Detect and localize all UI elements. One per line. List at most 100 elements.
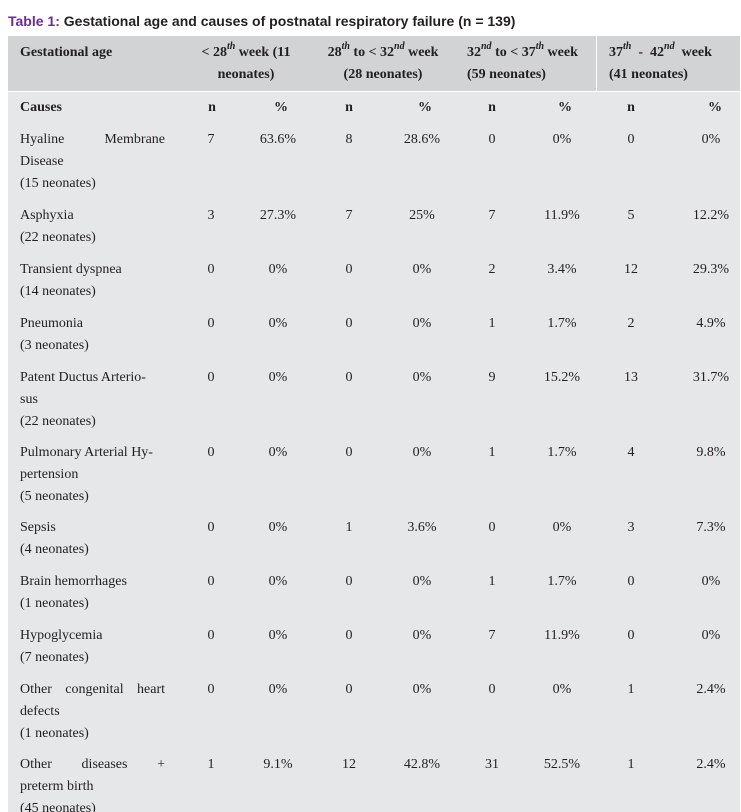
- count-cell: 8: [345, 132, 353, 147]
- cause-label-line: Hyaline Membrane: [20, 132, 165, 147]
- count-cell: 1: [488, 445, 496, 460]
- count-cell: 0: [627, 574, 635, 589]
- count-cell: 1: [207, 757, 215, 772]
- count-cell: 1: [627, 757, 635, 772]
- percent-cell: 9.8%: [696, 445, 726, 460]
- count-cell: 3: [207, 208, 215, 223]
- group-header-1-line1: < 28th week (11: [201, 41, 291, 60]
- percent-cell: 31.7%: [692, 370, 730, 385]
- count-cell: 0: [207, 628, 215, 643]
- count-cell: 0: [488, 132, 496, 147]
- table-label: Table 1:: [8, 13, 60, 29]
- percent-cell: 0%: [412, 445, 432, 460]
- count-cell: 0: [345, 370, 353, 385]
- gestational-age-header: Gestational age: [20, 45, 113, 60]
- percent-cell: 0%: [552, 132, 572, 147]
- cause-label-line: Disease: [20, 154, 64, 169]
- pct-header-4: %: [708, 100, 722, 115]
- percent-cell: 0%: [552, 520, 572, 535]
- percent-cell: 0%: [268, 574, 288, 589]
- percent-cell: 3.6%: [407, 520, 437, 535]
- count-cell: 0: [345, 628, 353, 643]
- cause-label-line: (1 neonates): [20, 726, 89, 741]
- percent-cell: 0%: [701, 628, 721, 643]
- pct-header-2: %: [418, 100, 432, 115]
- percent-cell: 11.9%: [544, 208, 580, 223]
- cause-label-line: (4 neonates): [20, 542, 89, 557]
- count-cell: 7: [345, 208, 353, 223]
- n-header-1: n: [208, 100, 216, 115]
- count-cell: 7: [488, 208, 496, 223]
- cause-label-line: (22 neonates): [20, 230, 96, 245]
- cause-label-line: Other diseases +: [20, 757, 165, 772]
- count-cell: 0: [207, 520, 215, 535]
- percent-cell: 1.7%: [547, 316, 577, 331]
- count-cell: 2: [488, 262, 496, 277]
- percent-cell: 15.2%: [543, 370, 581, 385]
- count-cell: 1: [345, 520, 353, 535]
- count-cell: 4: [627, 445, 635, 460]
- percent-cell: 2.4%: [696, 757, 726, 772]
- count-cell: 0: [207, 682, 215, 697]
- cause-label-line: (1 neonates): [20, 596, 89, 611]
- count-cell: 0: [488, 682, 496, 697]
- percent-cell: 0%: [412, 574, 432, 589]
- cause-label-line: (22 neonates): [20, 414, 96, 429]
- percent-cell: 1.7%: [547, 445, 577, 460]
- percent-cell: 0%: [268, 370, 288, 385]
- pct-header-3: %: [558, 100, 572, 115]
- group-header-4-line2: (41 neonates): [609, 67, 688, 82]
- percent-cell: 11.9%: [544, 628, 580, 643]
- count-cell: 0: [627, 132, 635, 147]
- percent-cell: 0%: [268, 262, 288, 277]
- percent-cell: 0%: [412, 316, 432, 331]
- cause-label-line: preterm birth: [20, 779, 94, 794]
- pct-header-1: %: [274, 100, 288, 115]
- n-header-3: n: [488, 100, 496, 115]
- percent-cell: 0%: [701, 132, 721, 147]
- percent-cell: 0%: [412, 682, 432, 697]
- percent-cell: 1.7%: [547, 574, 577, 589]
- n-header-2: n: [345, 100, 353, 115]
- count-cell: 0: [345, 574, 353, 589]
- percent-cell: 29.3%: [692, 262, 730, 277]
- cause-label-line: Pulmonary Arterial Hy-: [20, 445, 153, 460]
- cause-label-line: Hypoglycemia: [20, 628, 103, 643]
- cause-label-line: defects: [20, 704, 60, 719]
- group-header-3-line2: (59 neonates): [467, 67, 546, 82]
- percent-cell: 25%: [409, 208, 435, 223]
- percent-cell: 0%: [412, 628, 432, 643]
- cause-label-line: Pneumonia: [20, 316, 83, 331]
- percent-cell: 0%: [412, 370, 432, 385]
- cause-label-line: (15 neonates): [20, 176, 96, 191]
- percent-cell: 0%: [268, 628, 288, 643]
- count-cell: 1: [627, 682, 635, 697]
- percent-cell: 63.6%: [259, 132, 297, 147]
- count-cell: 0: [627, 628, 635, 643]
- cause-label-line: (3 neonates): [20, 338, 89, 353]
- percent-cell: 2.4%: [696, 682, 726, 697]
- count-cell: 12: [342, 757, 356, 772]
- cause-label-line: Transient dyspnea: [20, 262, 122, 277]
- cause-label-line: (14 neonates): [20, 284, 96, 299]
- percent-cell: 4.9%: [696, 316, 726, 331]
- cause-label-line: pertension: [20, 467, 79, 482]
- percent-cell: 0%: [268, 445, 288, 460]
- percent-cell: 0%: [701, 574, 721, 589]
- count-cell: 7: [488, 628, 496, 643]
- group-header-4-line1: 37th - 42nd week: [609, 41, 712, 60]
- count-cell: 0: [207, 316, 215, 331]
- percent-cell: 28.6%: [403, 132, 441, 147]
- cause-label-line: Patent Ductus Arterio-: [20, 370, 146, 385]
- group-header-3-line1: 32nd to < 37th week: [467, 41, 578, 60]
- count-cell: 0: [207, 262, 215, 277]
- count-cell: 0: [488, 520, 496, 535]
- cause-label-line: Other congenital heart: [20, 682, 165, 697]
- count-cell: 1: [488, 574, 496, 589]
- percent-cell: 7.3%: [696, 520, 726, 535]
- table-caption: Table 1: Gestational age and causes of p…: [8, 13, 515, 29]
- table-title: Gestational age and causes of postnatal …: [63, 13, 516, 29]
- count-cell: 7: [207, 132, 215, 147]
- cause-label-line: (45 neonates): [20, 801, 96, 812]
- cause-label-line: sus: [20, 392, 38, 407]
